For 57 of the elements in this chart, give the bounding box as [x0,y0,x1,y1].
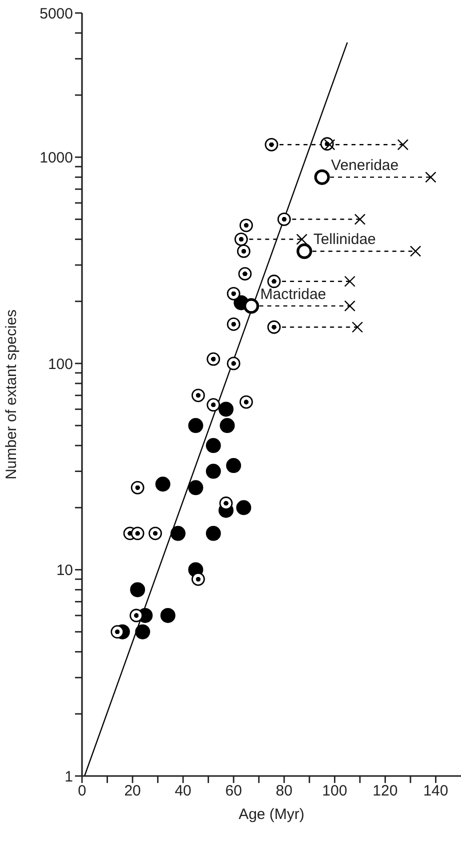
x-tick-label: 60 [225,782,242,800]
point [234,232,248,246]
y-tick-label: 1 [64,768,73,786]
point [135,624,150,640]
point [148,526,162,540]
point [237,244,250,258]
point [206,398,220,412]
point [188,480,204,496]
y-tick-label: 10 [56,562,73,580]
point [130,582,146,598]
point [240,395,253,409]
point [160,608,176,623]
x-tick-label: 120 [372,782,398,800]
point [238,267,252,281]
point [206,438,221,454]
point [240,218,253,232]
point [219,496,233,510]
point [220,418,235,434]
point [267,320,281,334]
point [226,356,240,370]
x-tick-label: 20 [124,782,141,800]
x-tick-label: 100 [322,782,348,800]
y-axis-title: Number of extant species [3,309,20,480]
point [236,500,252,516]
point [188,418,204,434]
annotation: Tellinidae [313,231,376,248]
point [226,458,242,474]
point [264,138,278,152]
annotation: Mactridae [260,286,326,303]
y-tick-label: 1000 [40,150,73,167]
x-tick-label: 80 [276,782,292,800]
point [192,388,205,402]
point [314,169,330,185]
annotation: Veneridae [331,157,399,174]
point [206,352,220,366]
point [218,402,234,417]
point [206,526,221,541]
point [110,625,124,639]
x-tick-label: 0 [78,782,86,800]
point [192,572,205,586]
point [130,480,144,494]
x-tick-label: 140 [423,782,448,800]
point [130,526,144,540]
point [267,274,281,288]
x-axis-title: Age (Myr) [238,806,304,823]
point [296,243,312,260]
point [277,212,291,226]
x-tick-label: 40 [174,782,192,800]
point [155,476,170,492]
point [206,464,221,479]
point [170,526,186,541]
y-tick-label: 5000 [40,5,73,22]
point [226,317,240,331]
point [243,298,260,314]
point [226,286,240,300]
point [130,608,144,622]
y-tick-label: 100 [48,356,73,373]
